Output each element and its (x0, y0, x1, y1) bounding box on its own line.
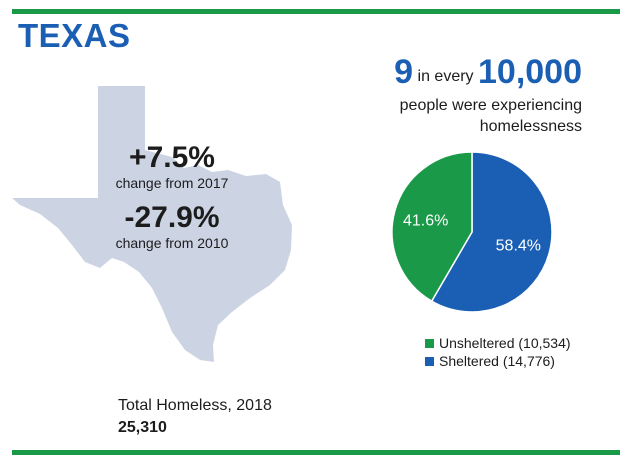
total-homeless: Total Homeless, 2018 25,310 (118, 396, 272, 440)
state-title: TEXAS (18, 17, 131, 54)
total-value: 25,310 (118, 419, 167, 436)
stat-label: change from 2010 (115, 235, 229, 251)
rate-connector: in every (417, 68, 474, 85)
legend-swatch-sheltered (425, 356, 434, 366)
stat-value: -27.9% (124, 201, 220, 234)
stat-label: change from 2017 (115, 175, 229, 191)
legend-label: Sheltered (14,776) (439, 353, 555, 369)
legend-swatch-unsheltered (425, 338, 434, 348)
rate-statement: 9 in every 10,000 people were experienci… (282, 54, 582, 137)
pie-slice-sheltered (430, 151, 553, 313)
pie-slice-unsheltered (391, 151, 473, 303)
rate-line2: people were experiencing (399, 97, 582, 114)
stat-value: +7.5% (129, 141, 215, 174)
stat-change-2017: +7.5% change from 2017 (92, 142, 252, 192)
bottom-rule (12, 450, 620, 455)
pie-legend: Unsheltered (10,534) Sheltered (14,776) (425, 334, 571, 370)
total-label: Total Homeless, 2018 (118, 397, 272, 414)
rate-number: 9 (394, 53, 414, 91)
legend-label: Unsheltered (10,534) (439, 335, 571, 351)
pie-data-label: 41.6% (403, 212, 448, 229)
legend-item-unsheltered: Unsheltered (10,534) (425, 334, 571, 352)
top-rule (12, 9, 620, 14)
legend-item-sheltered: Sheltered (14,776) (425, 352, 571, 370)
texas-shape (12, 86, 292, 362)
rate-denominator: 10,000 (478, 53, 582, 91)
rate-line3: homelessness (479, 118, 582, 135)
pie-data-label: 58.4% (496, 238, 541, 255)
stat-change-2010: -27.9% change from 2010 (92, 202, 252, 252)
